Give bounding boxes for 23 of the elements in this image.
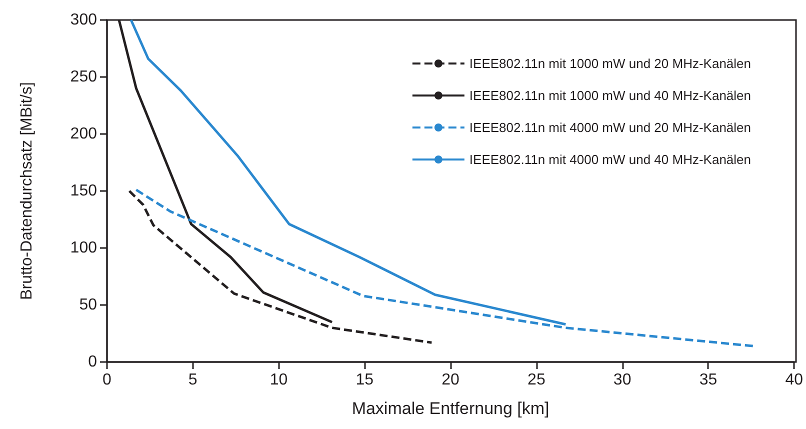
y-tick-label: 300 [70, 12, 98, 28]
legend-label: IEEE802.11n mit 4000 mW und 20 MHz-Kanälen [469, 120, 751, 135]
y-axis-title: Brutto-Datendurchsatz [MBit/s] [18, 82, 36, 300]
x-tick-label: 25 [528, 372, 546, 388]
y-tick-label: 200 [70, 126, 98, 142]
y-tick-label: 100 [70, 240, 98, 256]
legend-label: IEEE802.11n mit 1000 mW und 40 MHz-Kanälen [469, 88, 751, 103]
line-series [128, 190, 433, 344]
x-tick-label: 0 [102, 372, 112, 388]
x-tick-label: 40 [785, 372, 804, 388]
y-tick-label: 50 [79, 296, 98, 314]
x-tick-label: 30 [613, 372, 632, 388]
x-tick-label: 15 [356, 372, 374, 388]
x-tick-label: 10 [270, 372, 288, 388]
y-tick-label: 150 [70, 182, 98, 200]
x-tick-label: 35 [699, 372, 718, 388]
x-tick-label: 5 [188, 372, 198, 388]
legend-label: IEEE802.11n mit 4000 mW und 40 MHz-Kanälen [469, 152, 751, 167]
x-tick-label: 20 [442, 372, 460, 388]
y-tick-label: 0 [88, 354, 98, 370]
legend-label: IEEE802.11n mit 1000 mW und 20 MHz-Kanälen [469, 56, 751, 71]
x-axis-title: Maximale Entfernung [km] [352, 399, 550, 418]
y-tick-label: 250 [70, 68, 98, 86]
